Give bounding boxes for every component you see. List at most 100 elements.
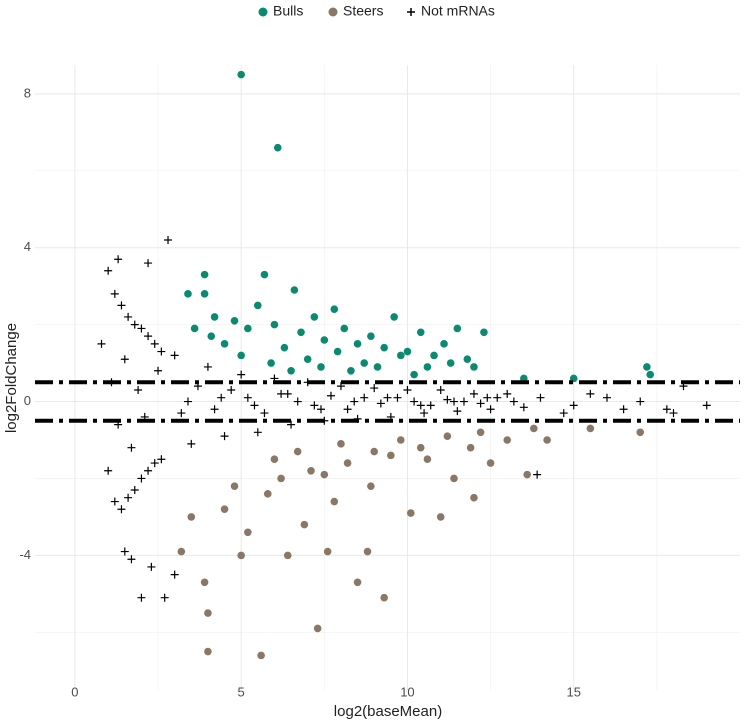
- point: [470, 363, 478, 371]
- point: [177, 409, 186, 418]
- point: [586, 424, 595, 433]
- point: [387, 451, 395, 460]
- point: [519, 403, 528, 412]
- point: [343, 459, 352, 467]
- point: [273, 143, 282, 152]
- point: [316, 405, 325, 414]
- point: [416, 443, 425, 452]
- point: [250, 401, 259, 410]
- point: [230, 316, 239, 325]
- point: [619, 405, 628, 414]
- point: [117, 505, 126, 514]
- point: [333, 347, 342, 356]
- point: [97, 339, 106, 348]
- point: [340, 324, 349, 333]
- point: [380, 593, 388, 602]
- point: [283, 551, 292, 560]
- point: [203, 362, 212, 371]
- point: [330, 305, 339, 314]
- point: [446, 359, 455, 367]
- point: [313, 624, 322, 633]
- point: [310, 313, 319, 321]
- point: [120, 547, 129, 556]
- point: [127, 443, 136, 452]
- point: [144, 466, 153, 475]
- point: [559, 409, 568, 418]
- legend-label: Not mRNAs: [421, 3, 495, 19]
- point: [347, 366, 355, 375]
- point: [154, 366, 163, 375]
- point: [297, 328, 305, 337]
- point: [184, 290, 192, 298]
- x-axis-title: log2(baseMean): [334, 703, 442, 720]
- point: [243, 393, 252, 402]
- point: [476, 428, 485, 437]
- point: [602, 393, 611, 402]
- y-tick-label: 4: [24, 239, 31, 254]
- point: [360, 359, 369, 367]
- point: [270, 320, 279, 329]
- point: [260, 270, 269, 279]
- point: [376, 399, 385, 408]
- point: [416, 328, 425, 337]
- point: [263, 490, 272, 498]
- point: [646, 370, 655, 379]
- point: [287, 420, 296, 429]
- point: [164, 236, 173, 244]
- point: [397, 436, 405, 444]
- point: [503, 436, 512, 444]
- point: [453, 407, 462, 416]
- point: [586, 389, 595, 398]
- point: [254, 301, 262, 310]
- point: [383, 393, 392, 402]
- point: [330, 497, 339, 506]
- y-axis-title: log2FoldChange: [3, 323, 20, 433]
- point: [257, 651, 265, 660]
- point: [110, 497, 119, 506]
- point: [486, 405, 495, 414]
- series: [184, 70, 655, 383]
- y-tick-label: 0: [24, 393, 31, 408]
- point: [244, 324, 252, 333]
- point: [207, 332, 216, 340]
- point: [370, 447, 378, 456]
- point: [450, 474, 458, 483]
- legend-marker: [407, 8, 415, 16]
- point: [636, 397, 645, 406]
- point: [423, 363, 432, 371]
- point: [536, 393, 545, 402]
- point: [187, 513, 196, 521]
- point: [270, 455, 279, 464]
- point: [310, 401, 319, 410]
- point: [336, 382, 345, 391]
- point: [320, 470, 329, 479]
- point: [183, 397, 192, 406]
- point: [436, 513, 445, 521]
- point: [463, 355, 472, 364]
- point: [144, 259, 153, 268]
- y-tick-label: 8: [24, 85, 31, 100]
- point: [367, 332, 375, 340]
- point: [337, 440, 345, 448]
- point: [170, 570, 179, 579]
- point: [293, 447, 302, 456]
- point: [406, 509, 415, 517]
- point: [160, 593, 169, 602]
- point: [373, 363, 382, 371]
- point: [393, 393, 402, 402]
- point: [137, 324, 146, 333]
- point: [237, 370, 246, 379]
- point: [523, 470, 531, 479]
- point: [220, 340, 229, 348]
- point: [177, 547, 186, 556]
- point: [466, 443, 475, 452]
- x-tick-label: 5: [238, 684, 245, 699]
- point: [509, 397, 518, 406]
- point: [440, 340, 448, 348]
- point: [470, 493, 478, 502]
- legend-marker: [258, 7, 268, 17]
- point: [423, 455, 432, 464]
- point: [443, 395, 452, 404]
- point: [190, 324, 199, 333]
